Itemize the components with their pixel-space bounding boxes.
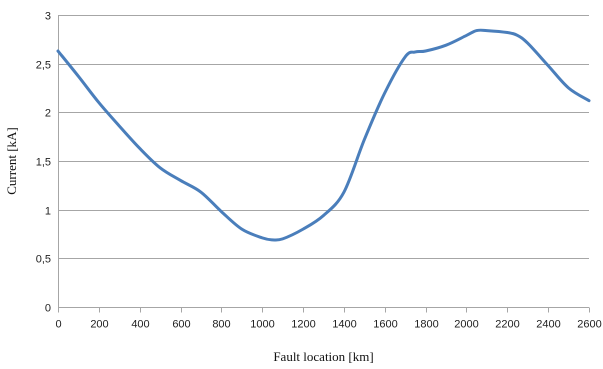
x-tick-label: 800 xyxy=(212,319,230,331)
x-tick-label: 1800 xyxy=(414,319,438,331)
y-tick-label: 2,5 xyxy=(36,60,51,72)
axes xyxy=(58,15,590,313)
series-line xyxy=(56,28,591,242)
y-tick-label: 1 xyxy=(45,206,51,218)
y-tick-labels: 0 0,5 1 1,5 2 2,5 3 xyxy=(36,11,51,315)
x-tick-labels: 0 200 400 600 800 1000 1200 1400 1600 1800 2000 220… xyxy=(55,319,601,331)
x-tick-label: 2600 xyxy=(577,319,601,331)
y-tick-label: 2 xyxy=(45,108,51,120)
y-tick-label: 1,5 xyxy=(36,157,51,169)
x-tick-label: 1200 xyxy=(291,319,315,331)
x-tick-label: 2400 xyxy=(536,319,560,331)
x-tick-label: 1400 xyxy=(332,319,356,331)
x-tick-label: 600 xyxy=(172,319,190,331)
x-tick-label: 400 xyxy=(131,319,149,331)
x-tick-label: 2000 xyxy=(454,319,478,331)
x-axis-title: Fault location [km] xyxy=(273,349,373,364)
series-layer xyxy=(56,28,591,242)
y-axis-title: Current [kA] xyxy=(4,127,19,195)
x-tick-label: 0 xyxy=(55,319,61,331)
y-tick-label: 0,5 xyxy=(36,254,51,266)
y-tick-label: 3 xyxy=(45,11,51,23)
x-tick-label: 1000 xyxy=(250,319,274,331)
grid-lines xyxy=(58,15,589,259)
x-tick-label: 2200 xyxy=(495,319,519,331)
y-tick-label: 0 xyxy=(45,303,51,315)
x-tick-label: 1600 xyxy=(373,319,397,331)
x-tick-label: 200 xyxy=(90,319,108,331)
